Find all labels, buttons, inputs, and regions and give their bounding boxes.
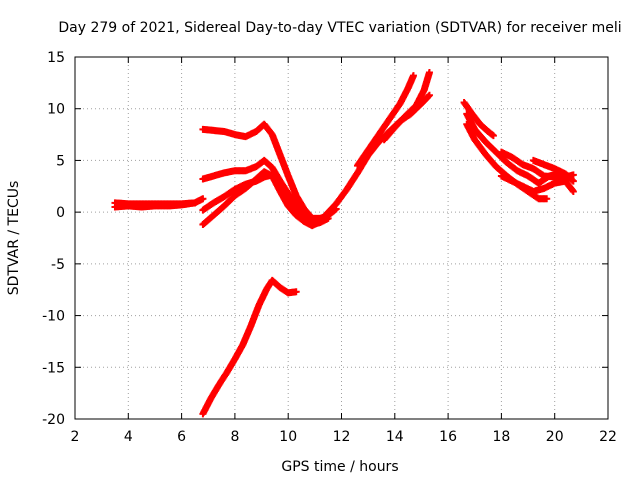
data-point (316, 217, 324, 225)
x-tick-label: 14 (386, 429, 404, 445)
grid-lines (75, 57, 608, 419)
data-point (409, 72, 417, 80)
y-tick-label: 0 (56, 205, 65, 221)
x-tick-label: 22 (599, 429, 617, 445)
x-tick-label: 18 (492, 429, 510, 445)
series-arc-late-f (529, 156, 577, 185)
y-tick-label: -15 (42, 360, 65, 376)
data-point (425, 69, 433, 77)
data-point (543, 195, 551, 203)
y-tick-label: 10 (47, 102, 65, 118)
series-arc-rise-c (380, 69, 433, 144)
x-tick-label: 10 (279, 429, 297, 445)
data-points (111, 69, 577, 418)
x-tick-label: 6 (177, 429, 186, 445)
x-tick-label: 8 (230, 429, 239, 445)
data-point (569, 177, 577, 185)
series-arc-late-e (497, 172, 577, 195)
y-axis-label: SDTVAR / TECUs (6, 181, 22, 296)
data-point (425, 91, 433, 99)
y-tick-label: 15 (47, 50, 65, 66)
x-tick-label: 12 (333, 429, 351, 445)
series-arc-rise-b (353, 72, 417, 170)
x-tick-label: 4 (124, 429, 133, 445)
data-point (489, 132, 497, 140)
series-arc-lower-b (199, 168, 324, 230)
x-tick-label: 20 (546, 429, 564, 445)
y-tick-label: -20 (42, 412, 65, 428)
chart-title: Day 279 of 2021, Sidereal Day-to-day VTE… (58, 20, 621, 36)
series-arc-low (199, 276, 300, 418)
y-tick-label: -10 (42, 309, 65, 325)
axis-ticks: 2 4 6 8 10 12 14 16 18 20 22 -20 -15 -10 -5 0 5 10 15 (42, 50, 617, 445)
series-arc-flat-0b (111, 199, 199, 208)
data-point (191, 199, 199, 207)
series-arc-top-8 (199, 120, 340, 222)
data-point (199, 195, 207, 203)
x-tick-label: 2 (71, 429, 80, 445)
y-tick-label: 5 (56, 153, 65, 169)
data-point (292, 288, 300, 296)
y-tick-label: -5 (51, 257, 65, 273)
x-axis-label: GPS time / hours (281, 459, 398, 475)
x-tick-label: 16 (439, 429, 457, 445)
data-point (569, 187, 577, 195)
